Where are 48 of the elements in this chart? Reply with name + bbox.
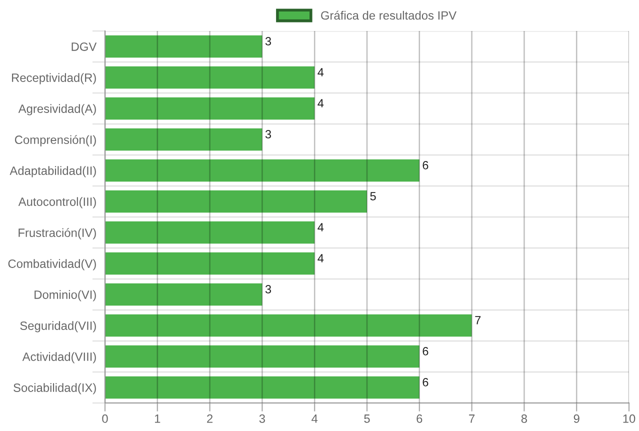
y-tick-label: Adaptabilidad(II) bbox=[10, 166, 96, 178]
y-tick-label: Frustración(IV) bbox=[18, 228, 96, 240]
bar bbox=[105, 97, 315, 120]
data-label: 3 bbox=[265, 37, 272, 46]
y-tick-label: DGV bbox=[72, 42, 97, 51]
y-tick-label: Receptividad(R) bbox=[12, 73, 96, 84]
data-label: 5 bbox=[370, 192, 376, 200]
bar bbox=[105, 35, 262, 58]
y-tick-label: Seguridad(VII) bbox=[20, 321, 96, 332]
bar bbox=[105, 376, 420, 399]
bar bbox=[105, 314, 472, 337]
y-tick-label: Agresividad(A) bbox=[18, 104, 96, 116]
data-label: 6 bbox=[422, 161, 428, 170]
x-tick-label: 5 bbox=[364, 414, 370, 423]
legend-label: Gráfica de resultados IPV bbox=[321, 10, 457, 20]
x-tick-label: 1 bbox=[154, 414, 160, 423]
x-tick-label: 4 bbox=[312, 414, 318, 423]
bar bbox=[105, 345, 420, 368]
bar bbox=[105, 159, 420, 182]
data-label: 6 bbox=[422, 347, 428, 356]
x-tick-label: 0 bbox=[102, 414, 108, 423]
y-tick-label: Actividad(VIII) bbox=[22, 352, 96, 364]
bar bbox=[105, 190, 367, 213]
data-label: 6 bbox=[422, 378, 428, 386]
x-tick-label: 8 bbox=[521, 414, 527, 423]
bar bbox=[105, 252, 315, 275]
data-label: 4 bbox=[318, 68, 324, 76]
data-label: 4 bbox=[318, 99, 324, 108]
x-tick-label: 2 bbox=[207, 414, 213, 423]
x-tick-label: 7 bbox=[469, 414, 475, 423]
y-tick-label: Comprensión(I) bbox=[14, 135, 96, 146]
data-label: 4 bbox=[318, 254, 324, 262]
y-tick-label: Dominio(VI) bbox=[34, 290, 96, 302]
x-tick-label: 3 bbox=[259, 414, 265, 423]
y-tick-label: Autocontrol(III) bbox=[18, 197, 96, 208]
x-tick-label: 6 bbox=[416, 414, 422, 423]
data-label: 7 bbox=[475, 316, 481, 324]
bar bbox=[105, 221, 315, 244]
y-tick-label: Combatividad(V) bbox=[8, 259, 96, 270]
bar bbox=[105, 66, 315, 89]
x-tick-label: 10 bbox=[623, 414, 636, 423]
data-label: 3 bbox=[265, 285, 272, 294]
bar bbox=[105, 283, 262, 306]
data-label: 3 bbox=[265, 130, 272, 138]
y-tick-label: Sociabilidad(IX) bbox=[14, 383, 96, 394]
x-tick-label: 9 bbox=[574, 414, 580, 423]
data-label: 4 bbox=[318, 223, 324, 232]
bar bbox=[105, 128, 262, 151]
